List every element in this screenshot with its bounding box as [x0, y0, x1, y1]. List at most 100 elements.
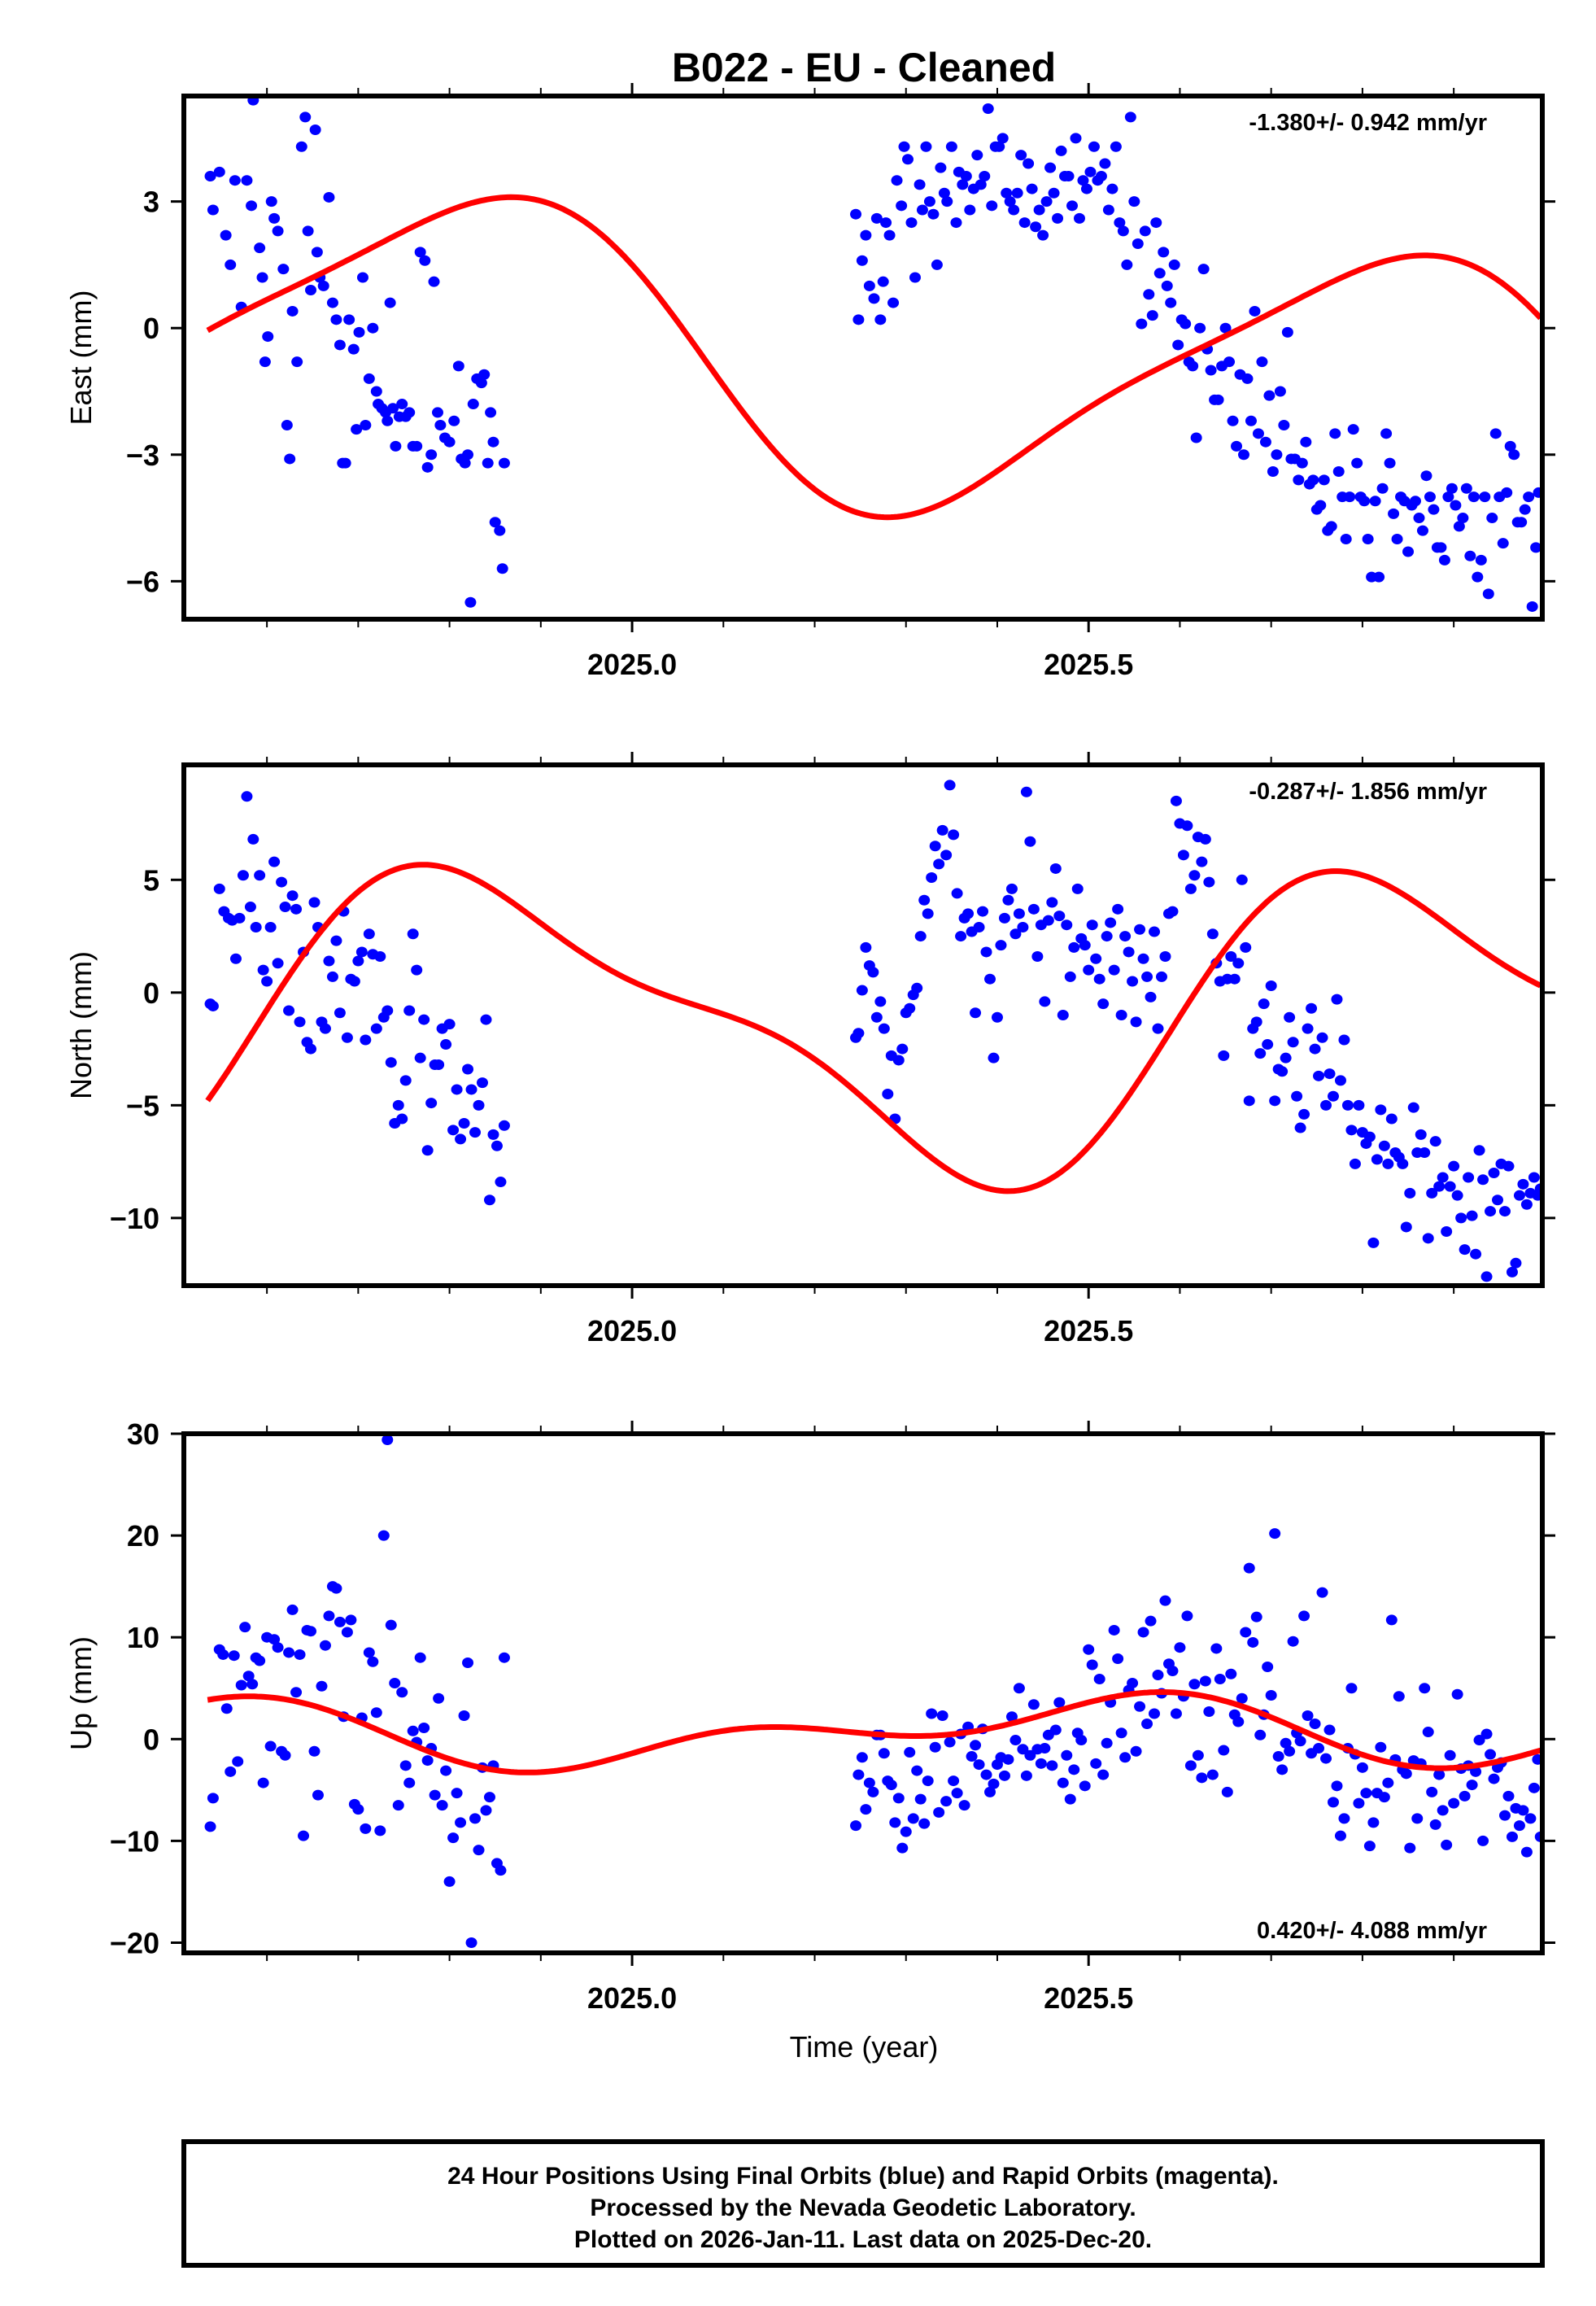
data-point — [1161, 280, 1173, 291]
data-point — [1397, 1158, 1409, 1169]
data-point — [316, 1680, 328, 1692]
data-point — [1254, 1048, 1267, 1059]
data-point — [1362, 533, 1374, 544]
data-point — [1039, 1743, 1051, 1754]
data-point — [229, 175, 241, 186]
data-point — [241, 791, 253, 802]
data-point — [469, 1127, 482, 1138]
data-point — [334, 339, 346, 351]
data-point — [1137, 953, 1149, 964]
data-point — [455, 1133, 467, 1145]
data-point — [1203, 876, 1215, 888]
data-point — [1044, 162, 1057, 173]
data-point — [1031, 950, 1044, 962]
data-point — [905, 217, 918, 229]
y-tick-label: 0 — [143, 1723, 159, 1756]
data-point — [250, 921, 262, 932]
data-point — [363, 928, 375, 940]
data-point — [1263, 390, 1275, 401]
data-point — [944, 780, 956, 791]
data-point — [853, 1028, 865, 1039]
data-point — [414, 1652, 426, 1663]
data-point — [464, 596, 477, 608]
data-point — [1106, 183, 1119, 194]
data-point — [1124, 111, 1136, 123]
data-point — [1323, 1068, 1336, 1080]
data-point — [1254, 1729, 1267, 1740]
data-point — [326, 971, 338, 982]
data-point — [1269, 1095, 1281, 1107]
data-point — [256, 272, 268, 283]
data-point — [1444, 1749, 1456, 1761]
data-point — [957, 179, 969, 190]
data-point — [1294, 1122, 1306, 1133]
y-tick-label: −3 — [126, 439, 159, 472]
data-point — [1061, 919, 1073, 931]
data-point — [1027, 1699, 1040, 1710]
data-point — [892, 1793, 905, 1804]
data-point — [1243, 1095, 1255, 1107]
data-point — [1210, 1643, 1223, 1654]
data-point — [1302, 1710, 1314, 1722]
data-point — [1455, 1212, 1467, 1224]
data-point — [1002, 894, 1014, 906]
data-point — [1320, 1099, 1332, 1111]
data-point — [283, 1647, 295, 1658]
data-point — [1409, 496, 1421, 507]
data-point — [363, 1647, 375, 1658]
y-axis-label: East (mm) — [64, 290, 98, 426]
data-point — [382, 1435, 394, 1446]
data-point — [272, 225, 284, 237]
data-point — [1281, 326, 1293, 338]
data-point — [1170, 1708, 1182, 1719]
data-point — [225, 1766, 237, 1777]
data-point — [1130, 1016, 1142, 1028]
data-point — [896, 200, 908, 212]
data-point — [421, 1145, 434, 1156]
rate-label: -0.287+/- 1.856 mm/yr — [1249, 779, 1487, 805]
data-point — [1367, 1817, 1380, 1828]
data-point — [1256, 356, 1268, 368]
data-point — [339, 457, 351, 469]
data-point — [1119, 931, 1132, 942]
data-point — [1132, 238, 1144, 249]
data-point — [465, 1084, 477, 1095]
data-point — [334, 1007, 346, 1019]
data-point — [1338, 1034, 1350, 1046]
data-point — [277, 264, 290, 275]
data-point — [1526, 601, 1538, 612]
data-point — [1451, 1190, 1463, 1201]
y-tick-label: −10 — [110, 1824, 159, 1858]
data-point — [1472, 571, 1484, 583]
data-point — [1033, 204, 1045, 216]
data-point — [447, 1125, 460, 1136]
data-point — [1435, 542, 1447, 553]
data-point — [1513, 1190, 1525, 1201]
data-point — [1053, 1697, 1066, 1708]
data-point — [1320, 1753, 1332, 1764]
data-point — [1473, 1145, 1485, 1156]
data-point — [1267, 466, 1279, 478]
data-point — [1446, 483, 1458, 494]
data-point — [1090, 1758, 1102, 1769]
data-point — [1400, 1221, 1412, 1233]
data-point — [1153, 268, 1166, 279]
data-point — [1530, 542, 1542, 553]
data-point — [1302, 1023, 1314, 1034]
data-point — [1240, 941, 1252, 953]
data-point — [920, 141, 932, 152]
data-point — [1280, 1737, 1292, 1749]
data-point — [1457, 513, 1469, 524]
footer-box: 24 Hour Positions Using Final Orbits (bl… — [181, 2139, 1545, 2268]
y-tick-label: 0 — [143, 312, 159, 345]
data-point — [1284, 1011, 1296, 1023]
data-point — [330, 1583, 342, 1594]
data-point — [407, 928, 419, 940]
data-point — [312, 1789, 324, 1801]
data-point — [462, 1657, 474, 1668]
data-point — [1252, 428, 1264, 439]
data-point — [1489, 428, 1502, 439]
data-point — [1448, 1797, 1460, 1809]
data-point — [279, 1749, 291, 1761]
data-point — [389, 1677, 401, 1688]
